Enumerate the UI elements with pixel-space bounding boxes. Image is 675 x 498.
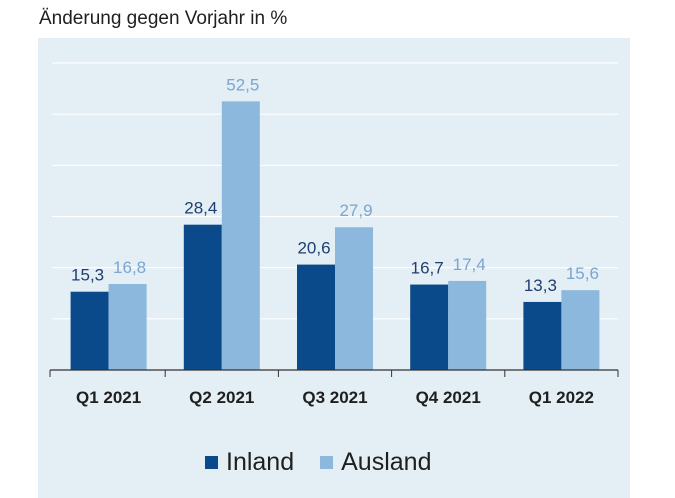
data-label-inland: 20,6 (297, 239, 330, 258)
x-tick-label: Q1 2022 (529, 388, 594, 407)
data-label-inland: 16,7 (411, 259, 444, 278)
bar-ausland (561, 290, 600, 370)
bar-inland (523, 301, 562, 370)
legend-label-ausland: Ausland (341, 448, 432, 476)
bar-inland (70, 291, 109, 370)
x-tick-label: Q2 2021 (189, 388, 254, 407)
bar-ausland (221, 101, 260, 370)
x-tick-label: Q1 2021 (76, 388, 141, 407)
bar-ausland (108, 284, 147, 370)
bar-ausland (335, 227, 373, 370)
legend-swatch-inland (205, 456, 218, 469)
legend-label-inland: Inland (226, 448, 295, 476)
bar-ausland (448, 280, 487, 370)
x-tick-label: Q3 2021 (302, 388, 367, 407)
data-label-ausland: 52,5 (226, 75, 259, 94)
x-tick-label: Q4 2021 (416, 388, 481, 407)
legend-item-ausland: Ausland (320, 448, 431, 477)
data-label-ausland: 27,9 (339, 201, 372, 220)
data-label-ausland: 17,4 (453, 255, 486, 274)
legend-swatch-ausland (320, 456, 334, 469)
data-label-inland: 15,3 (71, 266, 104, 285)
bar-inland (410, 284, 449, 370)
data-label-ausland: 15,6 (566, 264, 599, 283)
chart-title: Änderung gegen Vorjahr in % (39, 8, 288, 29)
data-label-ausland: 16,8 (113, 258, 146, 277)
bar-inland (183, 224, 222, 370)
data-label-inland: 13,3 (524, 276, 557, 295)
data-label-inland: 28,4 (184, 199, 217, 218)
legend-item-inland: Inland (205, 448, 294, 477)
bar-inland (297, 264, 335, 370)
legend: Inland Ausland (205, 448, 457, 477)
